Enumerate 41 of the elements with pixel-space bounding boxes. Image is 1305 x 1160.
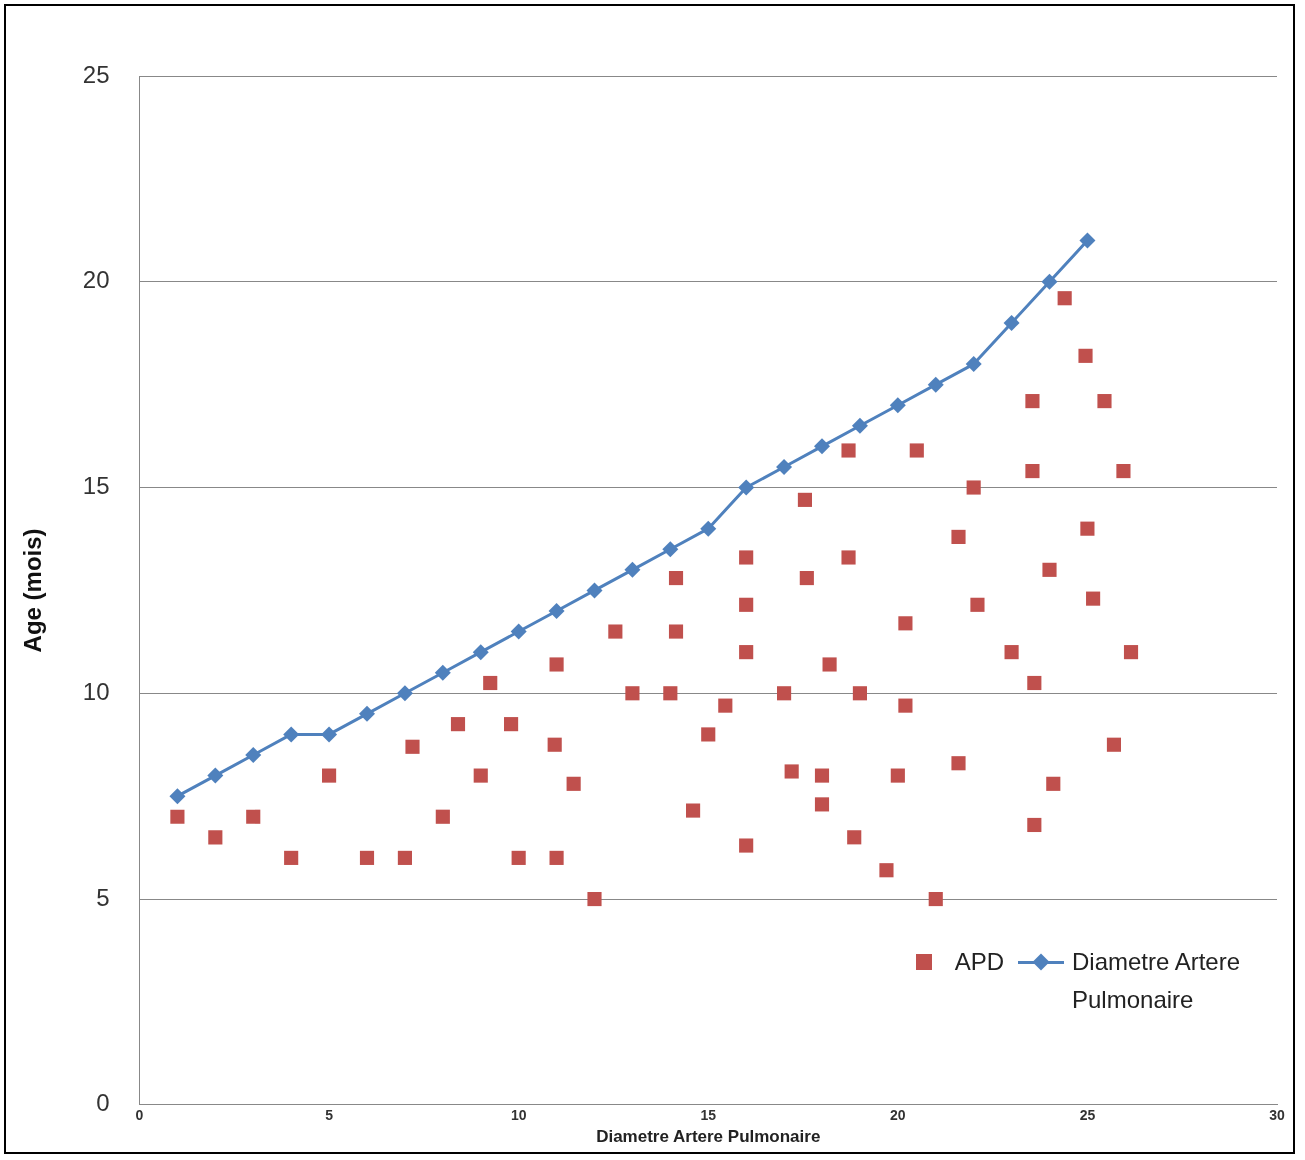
point <box>586 582 603 599</box>
x-axis-title: Diametre Artere Pulmonaire <box>596 1127 821 1147</box>
point <box>472 644 489 661</box>
y-axis-title: Age (mois) <box>19 528 47 653</box>
point <box>776 458 793 475</box>
point <box>434 664 451 681</box>
point <box>889 397 906 414</box>
point <box>396 685 413 702</box>
legend-label: APD <box>954 947 1004 977</box>
x-tick-label: 5 <box>325 1107 334 1124</box>
point <box>1079 232 1096 249</box>
point <box>624 561 641 578</box>
point <box>927 376 944 393</box>
point <box>510 623 527 640</box>
x-tick-label: 10 <box>510 1107 527 1124</box>
point <box>169 788 186 805</box>
point <box>1041 273 1058 290</box>
x-tick-label: 20 <box>890 1107 906 1124</box>
point <box>321 726 338 743</box>
y-tick-label: 5 <box>96 883 110 911</box>
point <box>851 417 868 434</box>
point <box>965 356 982 373</box>
x-tick-label: 30 <box>1269 1107 1285 1124</box>
y-tick-label: 15 <box>82 472 110 500</box>
y-tick-label: 20 <box>82 266 110 294</box>
point <box>245 747 262 764</box>
point <box>662 541 679 558</box>
point <box>207 767 224 784</box>
point <box>283 726 300 743</box>
y-tick-label: 10 <box>82 677 110 705</box>
x-tick-label: 25 <box>1079 1107 1096 1124</box>
point <box>1003 314 1020 331</box>
point <box>548 602 565 619</box>
point <box>814 438 830 455</box>
point <box>738 479 755 496</box>
point <box>700 520 717 537</box>
y-tick-label: 25 <box>82 60 110 88</box>
legend-label: Diametre Artere Pulmonaire <box>1072 947 1242 1015</box>
x-tick-label: 0 <box>135 1107 144 1124</box>
x-tick-label: 15 <box>700 1107 717 1124</box>
point <box>359 705 375 722</box>
